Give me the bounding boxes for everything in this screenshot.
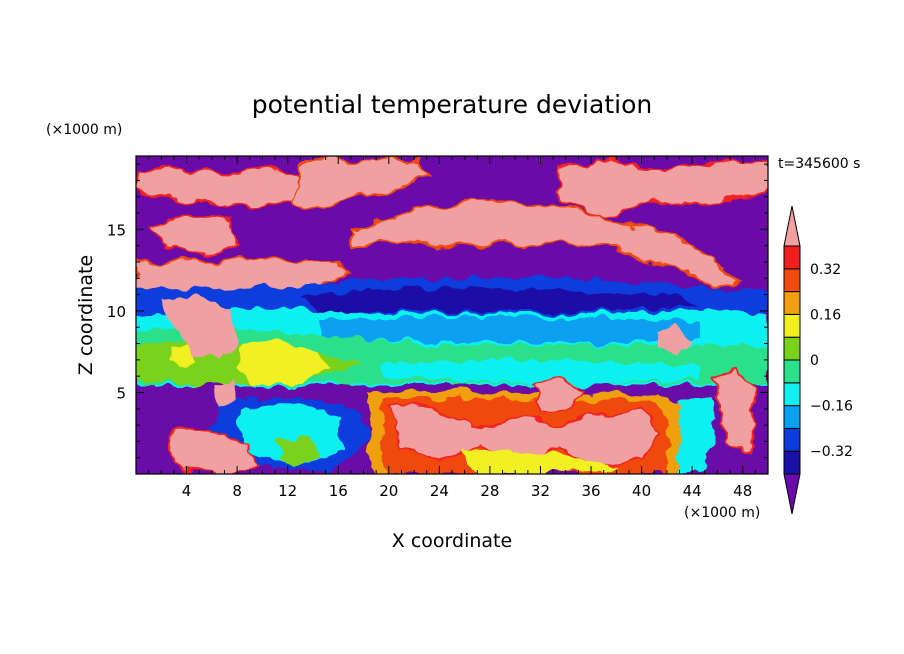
colorbar-box <box>783 382 801 407</box>
x-tick-label: 32 <box>531 482 550 500</box>
colorbar: 0.32 0.16 0 −0.16 −0.32 <box>783 205 853 515</box>
colorbar-tick-label: 0.16 <box>810 307 841 323</box>
y-tick-label: 10 <box>107 303 126 321</box>
field-navy-band <box>300 288 700 312</box>
field-pink-spot <box>528 378 582 414</box>
x-tick-label: 44 <box>683 482 702 500</box>
x-tick-label: 4 <box>182 482 192 500</box>
colorbar-box <box>783 291 801 315</box>
colorbar-box <box>783 405 801 429</box>
field-pink-lower-center <box>388 402 662 468</box>
x-tick-label: 48 <box>733 482 752 500</box>
x-tick-label: 8 <box>232 482 242 500</box>
field-yellow-small <box>170 344 198 368</box>
colorbar-box <box>783 268 801 293</box>
field-pink-band <box>349 198 742 292</box>
x-tick-label: 12 <box>278 482 297 500</box>
field-pink-top-right <box>559 158 768 217</box>
y-tick-label: 15 <box>107 221 126 239</box>
x-unit-label: (×1000 m) <box>684 505 760 521</box>
colorbar-tick-label: 0.32 <box>810 262 841 278</box>
y-unit-label: (×1000 m) <box>46 122 122 138</box>
colorbar-box <box>783 427 801 452</box>
field-cyan-lower-right <box>680 396 716 474</box>
chart-title: potential temperature deviation <box>252 90 652 119</box>
x-tick-label: 24 <box>430 482 449 500</box>
colorbar-tick-label: 0 <box>810 353 819 369</box>
field-lightblue-band <box>320 316 700 344</box>
colorbar-box <box>783 245 801 270</box>
colorbar-box <box>783 336 801 361</box>
field-pink-lower-left <box>166 428 258 474</box>
y-axis-label: Z coordinate <box>75 255 97 375</box>
colorbar-box <box>783 450 801 475</box>
field-green-lower-left <box>278 438 318 468</box>
field-pink-spot-right <box>656 328 692 352</box>
colorbar-box <box>783 313 801 338</box>
field-yellow-blob <box>236 342 330 384</box>
colorbar-lower-extend <box>783 473 801 515</box>
colorbar-upper-extend <box>783 205 801 247</box>
colorbar-tick-label: −0.16 <box>810 399 853 415</box>
field-yellow-lower <box>460 450 620 474</box>
x-tick-label: 28 <box>480 482 499 500</box>
x-tick-label: 36 <box>581 482 600 500</box>
x-tick-label: 20 <box>379 482 398 500</box>
time-label: t=345600 s <box>778 156 860 172</box>
contour-field <box>136 156 768 474</box>
colorbar-box <box>783 359 801 384</box>
field-pink-lower-right <box>710 370 756 454</box>
colorbar-tick-label: −0.32 <box>810 444 853 460</box>
x-axis-label: X coordinate <box>392 530 512 552</box>
field-pink-spots-left <box>160 296 240 360</box>
field-pink-left-mid <box>148 213 242 257</box>
axis-ticks <box>136 156 768 474</box>
y-tick-label: 5 <box>116 384 126 402</box>
field-pink-top-mid <box>295 159 432 212</box>
field-pink-spot-left-edge <box>214 380 238 404</box>
field-cyan-lower <box>380 360 700 384</box>
x-tick-label: 40 <box>632 482 651 500</box>
x-tick-label: 16 <box>329 482 348 500</box>
